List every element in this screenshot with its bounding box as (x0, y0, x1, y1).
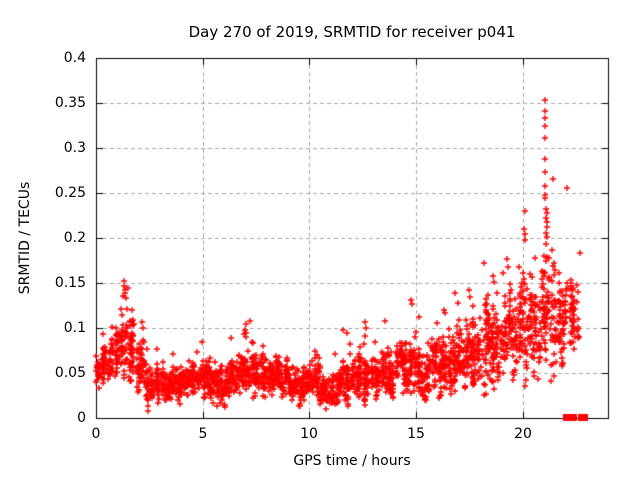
x-axis-label: GPS time / hours (293, 453, 411, 469)
y-tick-label: 0 (77, 410, 86, 426)
x-tick-label: 5 (198, 426, 208, 442)
y-axis-label: SRMTID / TECUs (17, 181, 33, 295)
y-tick-label: 0.2 (63, 230, 86, 246)
y-tick-label: 0.15 (54, 275, 86, 291)
x-tick-label: 10 (300, 426, 318, 442)
y-tick-label: 0.25 (54, 185, 86, 201)
y-tick-label: 0.05 (54, 365, 86, 381)
x-tick-label: 0 (91, 426, 101, 442)
y-tick-label: 0.1 (63, 320, 86, 336)
x-tick-label: 15 (407, 426, 425, 442)
x-tick-label: 20 (514, 426, 532, 442)
y-tick-label: 0.4 (63, 50, 86, 66)
y-tick-label: 0.35 (54, 95, 86, 111)
chart-title: Day 270 of 2019, SRMTID for receiver p04… (188, 23, 516, 41)
y-tick-label: 0.3 (63, 140, 86, 156)
